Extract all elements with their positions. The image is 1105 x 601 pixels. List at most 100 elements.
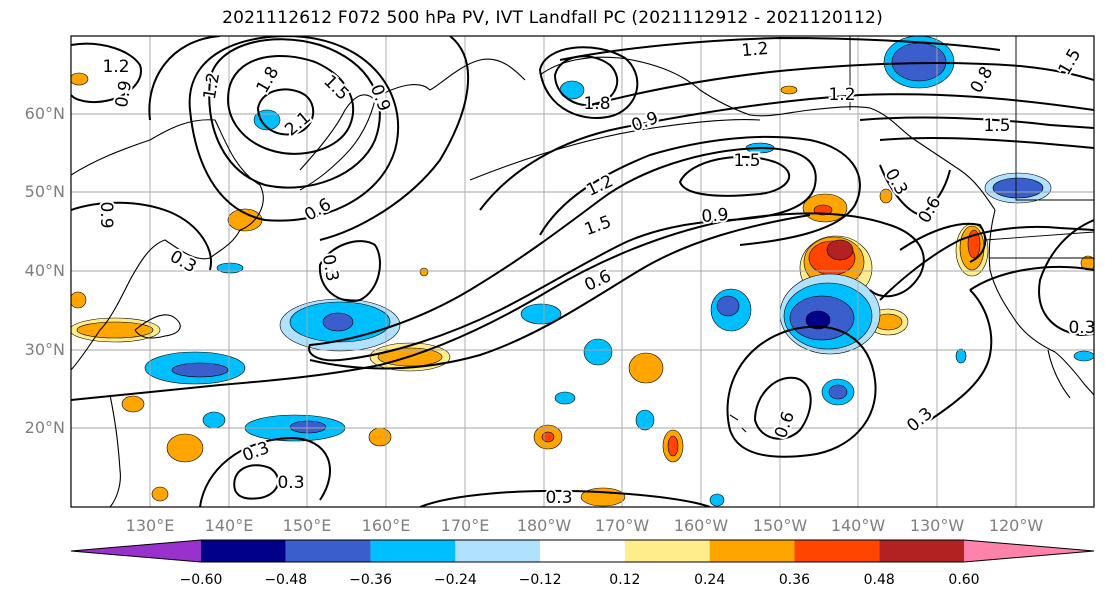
coast-japan xyxy=(134,314,181,339)
colorbar-tick-label: −0.24 xyxy=(433,572,477,588)
patch-pos xyxy=(667,435,679,457)
patch-pos xyxy=(419,267,429,277)
coast-asia xyxy=(71,119,264,371)
lon-label-130w: 130°W xyxy=(909,516,965,535)
pv-contour xyxy=(419,489,711,507)
patch-neg xyxy=(202,411,226,429)
coastlines xyxy=(71,36,1094,507)
pv-contour xyxy=(726,325,877,458)
lon-label-160e: 160°E xyxy=(361,516,411,535)
patch-pos xyxy=(780,85,798,95)
lat-label-20n: 20°N xyxy=(24,418,65,437)
patch-neg xyxy=(716,295,740,317)
pv-contour-label: 1.2 xyxy=(102,57,129,77)
lon-label-170w: 170°W xyxy=(594,516,650,535)
pv-contour-label: 0.3 xyxy=(1068,318,1095,338)
pv-contour xyxy=(188,36,400,222)
patch-pos xyxy=(76,321,154,339)
pv-contours xyxy=(71,36,1094,507)
pv-contour xyxy=(227,55,355,155)
patch-pos xyxy=(71,291,87,309)
lon-label-130e: 130°E xyxy=(125,516,175,535)
patch-neg xyxy=(635,409,655,431)
patch-pos xyxy=(879,188,893,204)
patch-neg xyxy=(1073,350,1094,362)
pv-contour xyxy=(859,116,1094,129)
pv-contour xyxy=(1038,219,1094,337)
ivt-negative-patches xyxy=(144,36,1094,507)
patch-pos xyxy=(166,433,204,463)
colorbar-tick-label: −0.12 xyxy=(518,572,562,588)
lat-label-60n: 60°N xyxy=(24,104,65,123)
pv-contour xyxy=(71,212,925,401)
map-title: 2021112612 F072 500 hPa PV, IVT Landfall… xyxy=(222,8,883,28)
lon-label-180w: 180°W xyxy=(516,516,572,535)
pv-contour-label: 0.9 xyxy=(366,82,394,114)
patch-neg xyxy=(216,262,244,274)
colorbar-tick-label: 0.36 xyxy=(778,572,811,588)
coast-baja xyxy=(1047,349,1071,399)
patch-neg xyxy=(289,420,327,434)
patch-neg xyxy=(709,493,725,507)
pv-contour-label: 0.9 xyxy=(701,205,730,227)
colorbar-tick-label: −0.36 xyxy=(349,572,392,588)
patch-neg xyxy=(554,391,576,405)
lon-label-140e: 140°E xyxy=(204,516,254,535)
pv-contour xyxy=(678,155,790,197)
pv-contour xyxy=(309,214,811,370)
patch-neg xyxy=(955,348,967,364)
pv-contour xyxy=(479,93,1094,211)
pv-contour xyxy=(208,38,381,189)
coast-na-west xyxy=(988,209,1094,396)
patch-pos xyxy=(151,486,169,502)
coast-kamchatka xyxy=(299,94,376,191)
pv-contour-label: 1.8 xyxy=(253,63,284,96)
pv-contour xyxy=(539,135,861,246)
pv-contour xyxy=(308,146,817,362)
lon-label-150e: 150°E xyxy=(282,516,332,535)
map-frame xyxy=(70,35,1095,508)
pv-contour xyxy=(71,42,142,104)
pv-contour xyxy=(256,88,315,136)
patch-neg xyxy=(322,312,354,332)
patch-pos xyxy=(541,431,555,443)
colorbar-tick-label: 0.12 xyxy=(609,572,641,588)
lon-label-140w: 140°W xyxy=(830,516,886,535)
pv-contour xyxy=(71,201,212,271)
pv-contour xyxy=(538,46,639,119)
patch-pos xyxy=(368,427,392,447)
patch-pos xyxy=(826,239,854,261)
pv-contour-label: 1.8 xyxy=(583,94,610,114)
pv-contour-label: 0.3 xyxy=(166,247,199,278)
colorbar-tick-label: 0.48 xyxy=(863,572,895,588)
pv-contour xyxy=(589,62,1094,106)
pv-contour xyxy=(899,222,987,263)
colorbar-tick-label: 0.24 xyxy=(694,572,726,588)
pv-contour xyxy=(233,464,280,500)
patch-neg xyxy=(520,303,562,325)
coast-borders xyxy=(849,36,1094,259)
pv-contour xyxy=(753,376,812,440)
pv-contour-label: 0.9 xyxy=(112,79,136,109)
patch-neg xyxy=(805,310,831,330)
pv-contour-label: 1.2 xyxy=(741,39,770,61)
coast-alaska xyxy=(539,56,996,211)
coast-aleutians xyxy=(469,118,761,181)
pv-contour-label: 1.5 xyxy=(1055,45,1086,78)
lon-label-150w: 150°W xyxy=(752,516,808,535)
pv-contour-labels: 1.20.9 1.2 1.8 1.5 0.92.10.60.90.3 0.31.81.20… xyxy=(94,37,1098,510)
pv-contour-label: 0.9 xyxy=(629,108,661,136)
lat-label-30n: 30°N xyxy=(24,340,65,359)
pv-contour-label: 0.9 xyxy=(96,201,116,228)
pv-contour xyxy=(148,36,470,241)
lon-label-160w: 160°W xyxy=(673,516,729,535)
pv-contour-label: 0.6 xyxy=(915,193,946,226)
pv-contour xyxy=(929,265,1094,421)
pv-contour xyxy=(199,436,331,507)
lat-label-50n: 50°N xyxy=(24,182,65,201)
pv-contour-label: 0.3 xyxy=(545,488,572,508)
pv-contour xyxy=(559,36,1001,61)
pv-contour-label: 0.3 xyxy=(240,438,272,466)
patch-neg xyxy=(828,384,848,400)
